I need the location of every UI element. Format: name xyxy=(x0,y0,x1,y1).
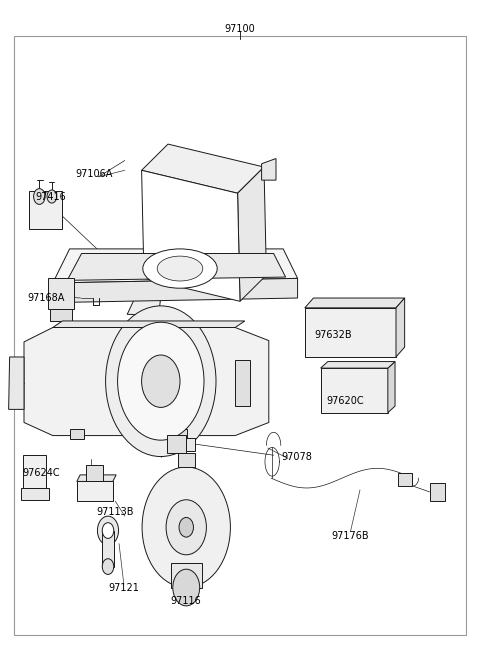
Text: 97121: 97121 xyxy=(108,583,139,593)
Polygon shape xyxy=(21,488,49,500)
Text: 97632B: 97632B xyxy=(315,330,352,341)
Bar xyxy=(398,473,412,486)
Bar xyxy=(48,278,74,309)
Polygon shape xyxy=(142,144,264,193)
Text: 97078: 97078 xyxy=(281,452,312,462)
Polygon shape xyxy=(9,357,24,409)
Circle shape xyxy=(142,355,180,407)
Circle shape xyxy=(102,559,114,574)
Text: 97106A: 97106A xyxy=(75,168,112,179)
Bar xyxy=(235,360,250,406)
Polygon shape xyxy=(142,170,240,301)
Bar xyxy=(178,453,195,467)
Polygon shape xyxy=(262,159,276,180)
Polygon shape xyxy=(53,249,298,283)
Polygon shape xyxy=(388,362,395,413)
Text: 97168A: 97168A xyxy=(27,293,64,303)
Text: 97113B: 97113B xyxy=(96,507,134,517)
Polygon shape xyxy=(77,481,113,501)
Polygon shape xyxy=(396,298,405,357)
Circle shape xyxy=(97,516,119,545)
Circle shape xyxy=(179,517,193,537)
Circle shape xyxy=(118,322,204,440)
Bar xyxy=(86,465,103,481)
Text: 97620C: 97620C xyxy=(327,396,364,406)
Text: 97176B: 97176B xyxy=(332,531,369,541)
Polygon shape xyxy=(305,308,396,357)
Bar xyxy=(173,429,187,439)
Circle shape xyxy=(173,569,200,606)
Bar xyxy=(171,563,202,588)
Bar xyxy=(29,191,62,229)
Polygon shape xyxy=(23,455,46,488)
Polygon shape xyxy=(67,253,286,280)
Polygon shape xyxy=(24,328,269,436)
Bar xyxy=(430,483,445,501)
Circle shape xyxy=(166,500,206,555)
Polygon shape xyxy=(238,167,266,301)
Bar xyxy=(70,429,84,439)
Text: 97100: 97100 xyxy=(225,24,255,34)
Ellipse shape xyxy=(143,249,217,288)
Polygon shape xyxy=(127,275,163,318)
Polygon shape xyxy=(321,362,395,368)
Bar xyxy=(50,309,72,321)
Bar xyxy=(102,531,114,567)
Bar xyxy=(167,435,186,453)
Circle shape xyxy=(34,189,45,204)
Circle shape xyxy=(47,190,57,203)
Polygon shape xyxy=(305,298,405,308)
Polygon shape xyxy=(321,368,388,413)
Circle shape xyxy=(142,467,230,588)
Bar xyxy=(186,438,195,451)
Ellipse shape xyxy=(157,256,203,281)
Polygon shape xyxy=(53,321,245,328)
Text: 97116: 97116 xyxy=(171,596,202,607)
Polygon shape xyxy=(77,475,116,481)
Circle shape xyxy=(102,523,114,538)
Text: 97624C: 97624C xyxy=(22,468,60,478)
Circle shape xyxy=(106,306,216,457)
Polygon shape xyxy=(53,278,298,303)
Text: 97416: 97416 xyxy=(35,191,66,202)
